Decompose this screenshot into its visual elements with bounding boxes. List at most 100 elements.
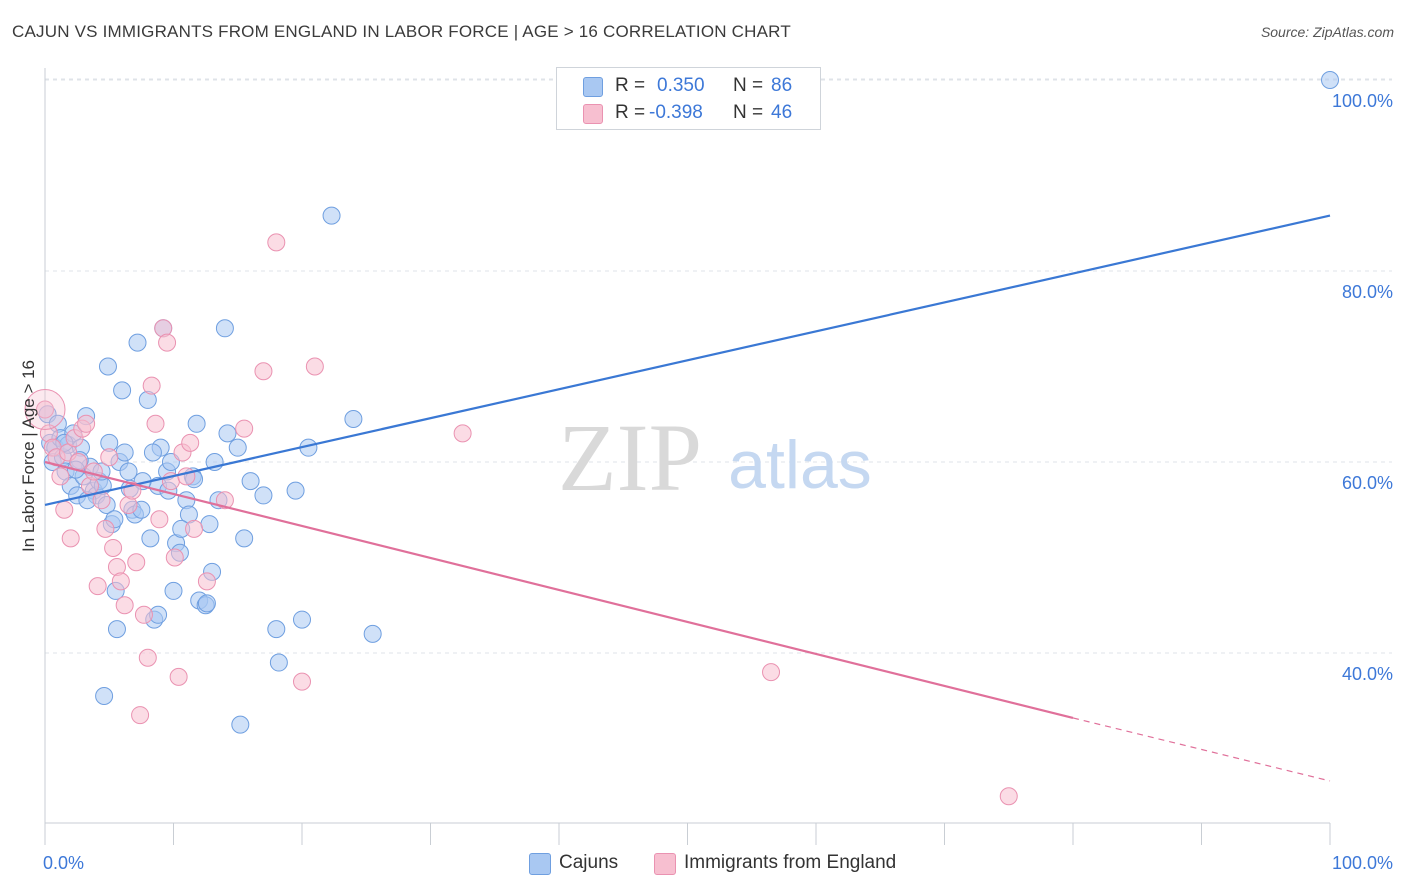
cajun-point — [164, 581, 183, 600]
points-layer — [24, 71, 1339, 806]
legend-row-cajuns: R = 0.350 N = 86 — [557, 74, 822, 100]
england-point — [305, 357, 324, 376]
england-point — [131, 706, 150, 725]
y-tick-label: 100.0% — [1332, 91, 1393, 111]
cajun-point — [197, 594, 216, 613]
legend-r-value: 0.350 — [657, 75, 705, 96]
england-point — [158, 333, 177, 352]
legend-swatch-blue — [583, 77, 603, 97]
legend-r-value: -0.398 — [649, 102, 703, 123]
england-point — [88, 577, 107, 596]
england-point — [762, 663, 781, 682]
grid-layer — [45, 78, 1392, 654]
legend-label-england: Immigrants from England — [684, 852, 897, 873]
legend-n-value: 86 — [771, 75, 793, 96]
cajun-point — [115, 443, 134, 462]
cajun-point — [187, 414, 206, 433]
england-point — [235, 419, 254, 438]
cajun-point — [215, 319, 234, 338]
series-legend: Cajuns Immigrants from England — [0, 851, 1406, 879]
england-point — [55, 500, 74, 519]
england-point — [115, 596, 134, 615]
england-point — [267, 233, 286, 252]
england-point — [134, 605, 153, 624]
cajun-point — [286, 481, 305, 500]
england-point — [111, 572, 130, 591]
england-point — [254, 362, 273, 381]
england-point — [127, 553, 146, 572]
legend-swatch-pink — [654, 853, 676, 875]
england-point — [104, 538, 123, 557]
england-point — [77, 414, 96, 433]
trend-layer — [44, 214, 1331, 782]
x-tick-label: 100.0% — [1332, 853, 1393, 873]
correlation-legend: R = 0.350 N = 86 R = -0.398 N = 46 — [556, 67, 821, 130]
legend-n-label: N = — [733, 102, 764, 123]
cajun-point — [322, 206, 341, 225]
england-point — [36, 400, 54, 419]
england-point — [142, 376, 161, 395]
england-point — [185, 519, 204, 538]
watermark-atlas: atlas — [728, 427, 872, 503]
watermark-zip: ZIP — [558, 404, 702, 511]
cajun-point — [113, 381, 132, 400]
england-point — [100, 448, 119, 467]
legend-swatch-pink — [583, 104, 603, 124]
england-point — [293, 672, 311, 691]
legend-n-label: N = — [733, 75, 764, 96]
cajun-point — [143, 443, 162, 462]
cajun-point — [363, 624, 382, 643]
y-axis-label: In Labor Force | Age > 16 — [19, 360, 38, 552]
england-point — [453, 424, 472, 443]
cajun-trend-line — [44, 214, 1331, 507]
england-point — [150, 510, 169, 529]
cajun-point — [267, 620, 286, 639]
england-trend-line — [44, 460, 1074, 720]
england-point — [177, 467, 196, 486]
england-point — [215, 491, 234, 510]
england-trend-extension — [1072, 717, 1331, 782]
england-point — [24, 388, 66, 430]
england-point — [169, 667, 188, 686]
cajun-point — [1321, 71, 1339, 89]
y-tick-label: 40.0% — [1342, 664, 1393, 684]
watermark: ZIP atlas — [558, 404, 872, 511]
source-label: Source: ZipAtlas.com — [1260, 24, 1394, 40]
legend-n-value: 46 — [771, 102, 793, 123]
england-point — [197, 572, 216, 591]
x-tick-label: 0.0% — [43, 853, 84, 873]
england-point — [51, 467, 70, 486]
cajun-point — [269, 653, 288, 672]
cajun-point — [218, 424, 237, 443]
legend-label-cajuns: Cajuns — [559, 852, 619, 873]
england-point — [181, 433, 200, 452]
cajun-point — [254, 486, 273, 505]
cajun-point — [231, 715, 250, 734]
chart-title: CAJUN VS IMMIGRANTS FROM ENGLAND IN LABO… — [12, 22, 791, 41]
england-point — [999, 787, 1018, 806]
cajun-point — [107, 620, 126, 639]
legend-r-label: R = — [615, 75, 646, 96]
y-tick-label: 60.0% — [1342, 473, 1393, 493]
cajun-point — [235, 529, 254, 548]
cajun-point — [141, 529, 160, 548]
cajun-point — [161, 453, 180, 471]
cajun-point — [228, 438, 247, 457]
england-point — [138, 648, 157, 667]
england-point — [146, 414, 165, 433]
cajun-point — [95, 686, 114, 705]
legend-swatch-blue — [529, 853, 551, 875]
cajun-point — [241, 472, 260, 491]
cajun-point — [98, 357, 117, 376]
england-point — [165, 548, 184, 567]
cajun-point — [293, 610, 311, 629]
y-tick-label: 80.0% — [1342, 282, 1393, 302]
england-point — [61, 529, 80, 548]
cajun-point — [344, 410, 363, 429]
legend-r-label: R = — [615, 102, 646, 123]
legend-row-england: R = -0.398 N = 46 — [557, 101, 822, 127]
cajun-point — [128, 333, 147, 352]
cajun-point — [200, 515, 219, 534]
england-point — [96, 519, 115, 538]
